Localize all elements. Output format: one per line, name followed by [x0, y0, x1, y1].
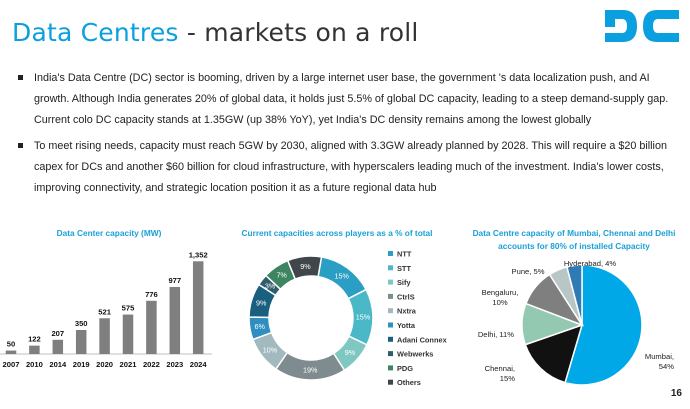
bar-value-label: 977 [168, 276, 181, 285]
donut-chart-title: Current capacities across players as a %… [241, 228, 433, 238]
donut-slice-label: 15% [356, 313, 371, 322]
bullet-list: India's Data Centre (DC) sector is boomi… [16, 68, 680, 199]
pie-slice-label: Bengaluru, 10% [482, 288, 519, 307]
donut-chart: 15% 15% 9% 19% 10% 6% 9% 3%7% 9% NTT STT Sify CtrlS N… [248, 250, 448, 387]
bar-value-label: 1,352 [189, 250, 208, 259]
bar-value-label: 776 [145, 290, 158, 299]
pie-slice-label: Pune, 5% [512, 267, 545, 276]
legend-label: Nxtra [397, 307, 417, 316]
legend-swatch [388, 351, 393, 357]
bullet-2: To meet rising needs, capacity must reac… [16, 136, 680, 199]
donut-slice-label: 15% [335, 272, 350, 281]
bar [5, 350, 17, 354]
donut-slice-label: 9% [300, 262, 311, 271]
bar-chart: 50 2007 122 2010 207 2014 350 2019 521 2020 575 202… [0, 250, 212, 369]
donut-slice-label: 7% [276, 271, 287, 280]
legend-label: Yotta [397, 321, 416, 330]
bar-value-label: 50 [7, 340, 15, 349]
bar [146, 300, 157, 354]
bar-category-label: 2019 [73, 360, 90, 369]
bar-category-label: 2024 [190, 360, 208, 369]
pie-slice [566, 264, 583, 326]
bullet-1: India's Data Centre (DC) sector is boomi… [16, 68, 680, 131]
legend-swatch [388, 365, 393, 371]
pie-slice-label: Chennai, 15% [485, 364, 516, 383]
bar-value-label: 122 [28, 335, 41, 344]
legend-label: Others [397, 378, 421, 387]
legend-swatch [388, 279, 393, 285]
bar [29, 345, 40, 354]
bar-category-label: 2007 [3, 360, 20, 369]
dc-logo-icon [605, 10, 679, 42]
bar-value-label: 207 [51, 329, 64, 338]
legend-label: Adani Connex [397, 335, 448, 344]
legend-swatch [388, 322, 393, 328]
pie-slice [524, 323, 584, 384]
bar-category-label: 2021 [120, 360, 138, 369]
pie-slice-label: Mumbai, 54% [645, 352, 674, 371]
bar [75, 330, 87, 354]
bar-value-label: 575 [122, 304, 135, 313]
bar-category-label: 2010 [26, 360, 43, 369]
pie-slice-label: Hyderabad, 4% [564, 259, 617, 268]
pie-chart: Mumbai, 54% Chennai, 15% Delhi, 11% Bengaluru… [478, 259, 674, 386]
legend-swatch [388, 308, 393, 314]
donut-slice-label: 6% [255, 322, 266, 331]
title-rest: - markets on a roll [186, 18, 419, 47]
pie-slice-label: Delhi, 11% [478, 330, 514, 339]
page-number: 16 [670, 388, 682, 399]
donut-slice-label: 9% [345, 348, 356, 357]
page-title: Data Centres - markets on a roll [12, 18, 419, 47]
bar-chart-title: Data Center capacity (MW) [56, 228, 162, 238]
legend-label: PDG [397, 364, 413, 373]
legend-swatch [388, 379, 393, 385]
bar-category-label: 2023 [166, 360, 183, 369]
donut-slice-label: 10% [263, 345, 278, 354]
bar [169, 287, 181, 354]
bar [192, 261, 204, 354]
bar [122, 314, 134, 354]
legend-label: Sify [397, 278, 411, 287]
donut-slice-label: 9% [256, 298, 267, 307]
legend-swatch [388, 293, 393, 299]
donut-slice-label: 3% [265, 282, 276, 291]
legend-swatch [388, 265, 393, 271]
legend-swatch [388, 336, 393, 342]
donut-slice [286, 255, 323, 281]
title-accent: Data Centres [12, 18, 179, 47]
legend-label: CtrlS [397, 292, 415, 301]
legend-label: NTT [397, 250, 412, 259]
bar-value-label: 350 [75, 319, 88, 328]
bar [99, 318, 110, 354]
legend-label: STT [397, 264, 411, 273]
bar-value-label: 521 [98, 307, 111, 316]
legend-swatch [388, 251, 393, 256]
bar [52, 339, 64, 354]
pie-slice [564, 264, 643, 386]
donut-slice-label: 19% [303, 365, 318, 374]
bar-category-label: 2014 [49, 360, 67, 369]
bar-category-label: 2020 [96, 360, 113, 369]
pie-chart-title: Data Centre capacity of Mumbai, Chennai … [472, 228, 676, 251]
legend-label: Webwerks [397, 350, 433, 359]
bar-category-label: 2022 [143, 360, 160, 369]
